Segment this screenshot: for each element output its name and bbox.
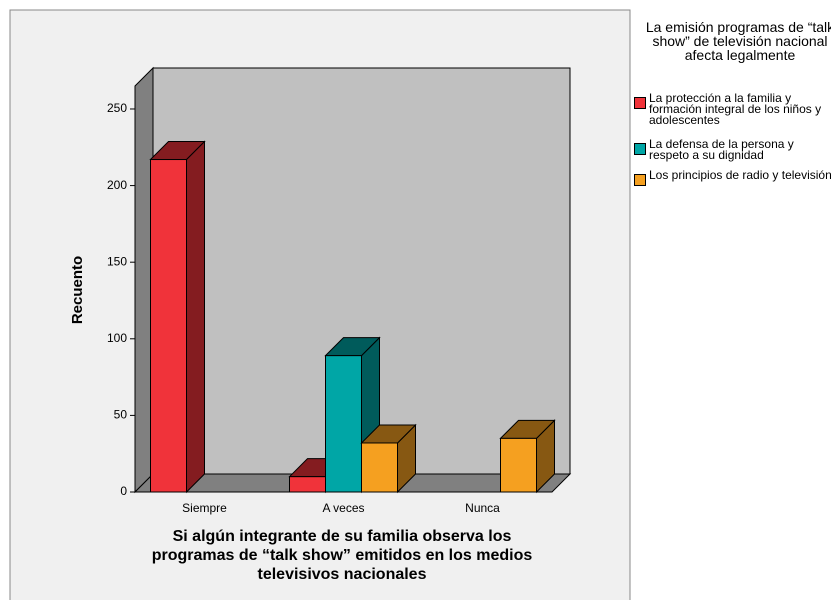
y-tick-label: 0 <box>120 484 127 498</box>
legend-swatch <box>634 143 646 155</box>
y-axis-title: Recuento <box>69 256 86 324</box>
y-tick-label: 100 <box>107 331 127 345</box>
y-tick-label: 200 <box>107 178 127 192</box>
y-tick-label: 250 <box>107 101 127 115</box>
legend-item: La defensa de la persona y respeto a su … <box>634 137 831 162</box>
legend-label: La defensa de la persona y respeto a su … <box>649 137 794 162</box>
legend-label: Los principios de radio y televisión <box>649 168 831 182</box>
legend-title: La emisión programas de “talk show” de t… <box>645 19 831 63</box>
legend-item: La protección a la familia y formación i… <box>634 91 831 127</box>
x-axis-title: Si algún integrante de su familia observ… <box>151 528 533 583</box>
y-tick-label: 50 <box>114 408 128 422</box>
bar <box>500 437 537 493</box>
bar <box>325 355 362 493</box>
legend-label: La protección a la familia y formación i… <box>649 91 822 127</box>
y-tick-label: 150 <box>107 254 127 268</box>
x-tick-label: Siempre <box>182 501 227 515</box>
legend-swatch <box>634 174 646 186</box>
legend-swatch <box>634 97 646 109</box>
bar <box>289 476 326 493</box>
bar <box>361 442 398 493</box>
x-tick-label: Nunca <box>465 501 500 515</box>
bar <box>150 159 187 493</box>
x-tick-label: A veces <box>322 501 364 515</box>
bar-side <box>186 140 205 494</box>
legend-item: Los principios de radio y televisión <box>634 168 831 186</box>
